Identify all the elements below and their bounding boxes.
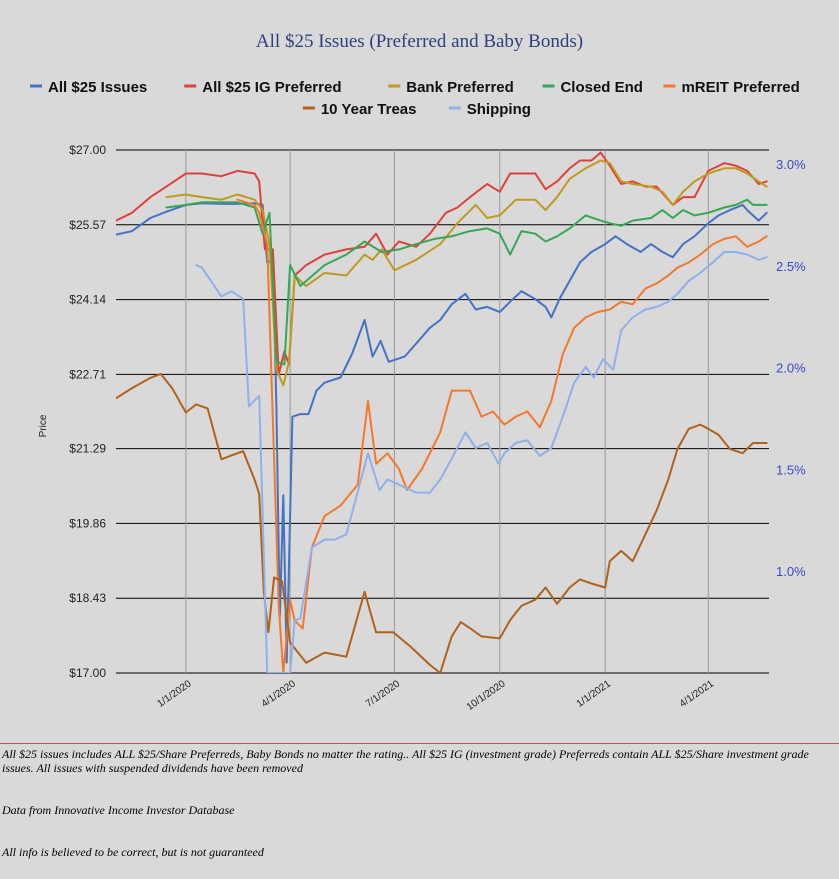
series-layer bbox=[116, 151, 768, 673]
legend-label-all-25-issues: All $25 Issues bbox=[48, 79, 147, 96]
y2-tick-label: 3.0% bbox=[776, 157, 806, 172]
x-tick-label: 1/1/2021 bbox=[575, 678, 614, 710]
chart-canvas: $27.00 $25.57 $24.14 $22.71 $21.29 $19.86 $18.… bbox=[30, 79, 806, 713]
y2-tick-label: 2.0% bbox=[776, 361, 806, 376]
series-line-all-25-ig-preferred bbox=[116, 151, 768, 376]
y2-tick-label: 2.5% bbox=[776, 259, 806, 274]
series-line-closed-end bbox=[165, 198, 768, 366]
legend-label-all-25-ig-preferred: All $25 IG Preferred bbox=[202, 79, 341, 96]
y-tick-label: $17.00 bbox=[69, 666, 106, 680]
grid-layer bbox=[116, 149, 769, 674]
y-tick-label: $21.29 bbox=[69, 442, 106, 456]
legend-label-bank-preferred: Bank Preferred bbox=[406, 79, 514, 96]
y-tick-label: $25.57 bbox=[69, 218, 106, 232]
y-axis-label: Price bbox=[38, 414, 49, 437]
legend-label-10-year-treas: 10 Year Treas bbox=[321, 101, 417, 118]
divider bbox=[0, 743, 839, 744]
legend-label-mreit-preferred: mREIT Preferred bbox=[681, 79, 799, 96]
series-line-bank-preferred bbox=[165, 159, 768, 387]
legend-label-shipping: Shipping bbox=[467, 101, 531, 118]
series-line-10-year-treas bbox=[116, 372, 768, 673]
y-tick-label: $22.71 bbox=[69, 367, 106, 381]
x-tick-label: 4/1/2021 bbox=[678, 678, 717, 710]
y-tick-label: $19.86 bbox=[69, 516, 106, 530]
x-tick-label: 1/1/2020 bbox=[155, 678, 194, 710]
y2-tick-label: 1.0% bbox=[776, 564, 806, 579]
chart-title: All $25 Issues (Preferred and Baby Bonds… bbox=[255, 31, 584, 52]
y-tick-label: $18.43 bbox=[69, 591, 106, 605]
footnote-data-source: Data from Innovative Income Investor Dat… bbox=[2, 803, 235, 817]
x-tick-label: 7/1/2020 bbox=[364, 678, 403, 710]
y-tick-label: $24.14 bbox=[69, 293, 106, 307]
series-line-shipping bbox=[195, 251, 768, 673]
x-tick-label: 10/1/2020 bbox=[465, 678, 508, 713]
footnote-disclaimer: All info is believed to be correct, but … bbox=[2, 845, 264, 859]
x-tick-label: 4/1/2020 bbox=[260, 678, 299, 710]
y2-tick-label: 1.5% bbox=[776, 462, 806, 477]
y-tick-label: $27.00 bbox=[69, 143, 106, 157]
footnote-rating-note: All $25 issues includes ALL $25/Share Pr… bbox=[2, 747, 809, 775]
legend: All $25 Issues All $25 IG Preferred Bank P… bbox=[30, 79, 800, 118]
legend-label-closed-end: Closed End bbox=[560, 79, 643, 96]
